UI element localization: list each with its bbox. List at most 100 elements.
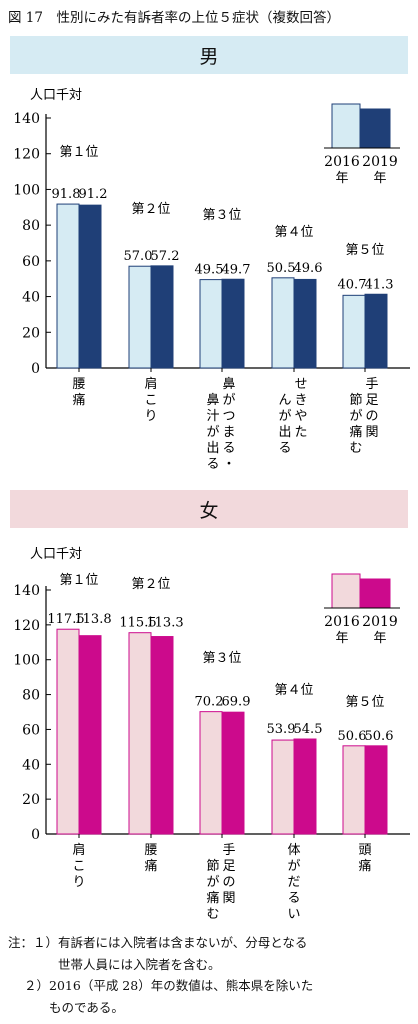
- data-label-2019: 91.2: [79, 187, 108, 202]
- footnote-1: 注：１） 有訴者には入院者は含まないが、分母となる 世帯人員には入院者を含む。: [8, 932, 412, 975]
- data-label-2016: 70.2: [195, 695, 224, 710]
- category-label: 手: [222, 843, 235, 858]
- category-label: 出: [278, 425, 291, 440]
- data-label-2016: 50.6: [338, 729, 367, 744]
- legend-year-2016: 2016: [324, 614, 360, 630]
- male-panel-header: 男: [10, 36, 408, 74]
- bar-2019: [150, 265, 174, 369]
- category-label: つ: [222, 409, 235, 424]
- y-axis-label: 人口千対: [30, 88, 82, 103]
- rank-label: 第３位: [202, 208, 241, 223]
- data-label-2016: 115.5: [119, 616, 156, 631]
- category-label: る: [222, 441, 235, 456]
- data-label-2019: 49.6: [294, 261, 323, 276]
- footnote-2: ２） 2016（平成 28）年の数値は、熊本県を除いた ものである。: [8, 975, 412, 1018]
- rank-label: 第２位: [131, 202, 170, 217]
- bar-2019: [293, 738, 317, 835]
- category-label: 痛: [72, 392, 85, 408]
- rank-label: 第５位: [345, 243, 384, 258]
- category-label: こ: [72, 859, 85, 874]
- bar-2016: [199, 711, 223, 835]
- y-tick-label: 0: [31, 827, 40, 843]
- data-label-2019: 50.6: [365, 729, 394, 744]
- rank-label: 第４位: [274, 225, 313, 240]
- category-label: 体: [287, 843, 300, 858]
- y-tick-label: 140: [13, 111, 40, 127]
- rank-label: 第５位: [345, 695, 384, 710]
- bar-2019: [78, 635, 102, 835]
- category-label: ん: [278, 393, 291, 408]
- category-label: む: [349, 441, 362, 456]
- category-label: た: [294, 425, 307, 440]
- category-label: の: [365, 409, 378, 424]
- figure-title: 図 17 性別にみた有訴者率の上位５症状（複数回答）: [8, 10, 340, 26]
- male-bar-chart: 人口千対02040608010012014091.891.2第１位腰痛57.05…: [13, 88, 410, 472]
- category-label: 鼻: [222, 376, 235, 392]
- legend-year-2019: 2019: [362, 614, 398, 630]
- bar-2016: [56, 628, 80, 835]
- data-label-2019: 57.2: [151, 249, 180, 264]
- rank-label: 第１位: [59, 573, 98, 588]
- bar-2016: [199, 279, 223, 369]
- rank-label: 第４位: [274, 683, 313, 698]
- data-label-2019: 49.7: [222, 262, 251, 277]
- legend-suffix-2019: 年: [373, 171, 386, 186]
- category-label: 節: [206, 859, 219, 874]
- category-label: が: [349, 409, 362, 424]
- bar-2019: [293, 278, 317, 369]
- legend-suffix-2016: 年: [335, 171, 348, 186]
- data-label-2016: 50.5: [267, 261, 296, 276]
- bar-2016: [271, 739, 295, 835]
- rank-label: 第１位: [59, 145, 98, 160]
- category-label: き: [294, 393, 307, 408]
- category-label: 足: [365, 393, 378, 408]
- category-label: だ: [287, 875, 300, 890]
- category-label: や: [294, 409, 307, 424]
- bar-2019: [364, 745, 388, 835]
- category-label: る: [287, 891, 300, 906]
- category-label: が: [287, 859, 300, 874]
- category-label: 頭: [358, 843, 371, 858]
- category-label: ま: [222, 425, 235, 440]
- legend-year-2019: 2019: [362, 154, 398, 170]
- data-label-2019: 54.5: [294, 722, 323, 737]
- category-label: 痛: [206, 890, 219, 906]
- bar-2019: [78, 204, 102, 369]
- category-label: り: [144, 409, 157, 424]
- rank-label: 第３位: [202, 651, 241, 666]
- category-label: 痛: [358, 858, 371, 874]
- data-label-2016: 53.9: [267, 722, 296, 737]
- category-label: 肩: [144, 376, 157, 392]
- bar-2019: [221, 278, 245, 369]
- legend-swatch-2016: [331, 103, 361, 149]
- category-label: る: [278, 441, 291, 456]
- category-label: 節: [349, 393, 362, 408]
- footnote-2-text: 2016（平成 28）年の数値は、熊本県を除いた ものである。: [49, 978, 314, 1015]
- female-panel-header: 女: [10, 490, 408, 528]
- bar-2019: [221, 711, 245, 835]
- y-tick-label: 100: [13, 182, 40, 198]
- y-tick-label: 40: [22, 757, 40, 773]
- data-label-2016: 40.7: [338, 277, 367, 292]
- y-tick-label: 100: [13, 653, 40, 669]
- y-tick-label: 20: [22, 792, 40, 808]
- category-label: り: [72, 875, 85, 890]
- bar-2016: [342, 745, 366, 835]
- category-label: 手: [365, 377, 378, 392]
- legend-swatch-2016: [331, 573, 361, 609]
- data-label-2019: 113.3: [146, 616, 183, 631]
- y-tick-label: 80: [22, 218, 40, 234]
- legend-suffix-2016: 年: [335, 631, 348, 646]
- female-panel-title: 女: [199, 499, 219, 522]
- data-label-2016: 57.0: [124, 249, 153, 264]
- footnote-2-number: ２）: [24, 978, 50, 993]
- category-label: 痛: [144, 858, 157, 874]
- bar-2016: [56, 203, 80, 369]
- data-label-2019: 113.8: [74, 612, 111, 627]
- category-label: ・: [222, 457, 235, 472]
- y-tick-label: 80: [22, 688, 40, 704]
- bar-2019: [364, 293, 388, 369]
- data-label-2016: 49.5: [195, 262, 224, 277]
- y-axis-label: 人口千対: [30, 547, 82, 562]
